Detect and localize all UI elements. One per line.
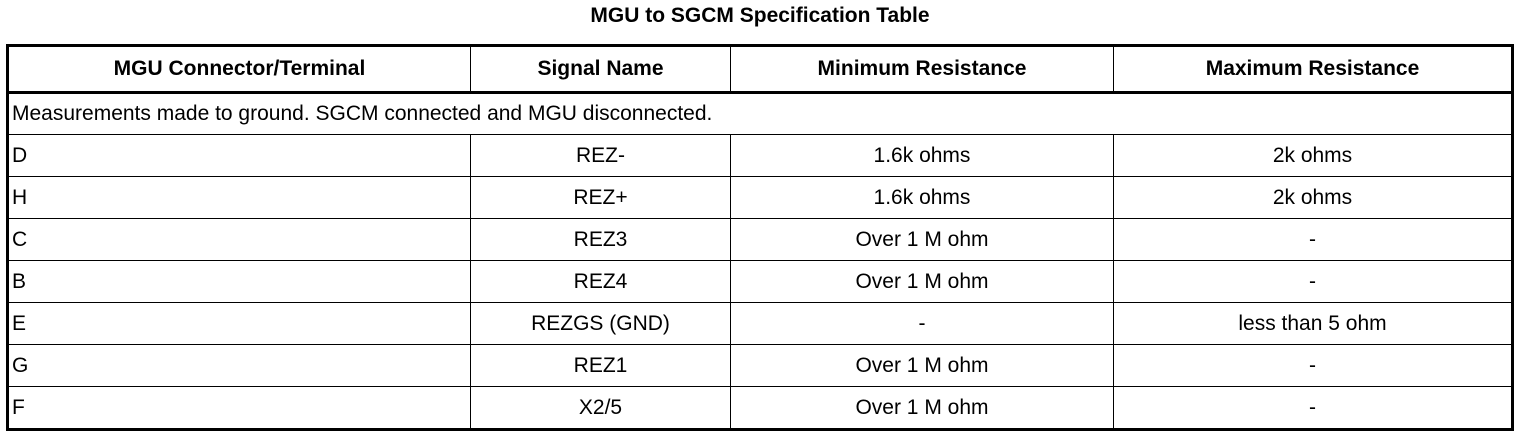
column-header-connector: MGU Connector/Terminal <box>7 45 471 94</box>
terminal-cell: E <box>7 302 471 345</box>
table-row: F X2/5 Over 1 M ohm - <box>7 386 1513 430</box>
table-row: B REZ4 Over 1 M ohm - <box>7 260 1513 303</box>
signal-name-cell: REZGS (GND) <box>470 302 731 345</box>
minimum-resistance-cell: 1.6k ohms <box>730 134 1114 177</box>
header-row: MGU Connector/Terminal Signal Name Minim… <box>7 45 1513 94</box>
table-title: MGU to SGCM Specification Table <box>590 4 930 27</box>
maximum-resistance-cell: less than 5 ohm <box>1113 302 1513 345</box>
table-row: C REZ3 Over 1 M ohm - <box>7 218 1513 261</box>
terminal-cell: G <box>7 344 471 387</box>
terminal-cell: H <box>7 176 471 219</box>
measurement-note: Measurements made to ground. SGCM connec… <box>7 92 1513 135</box>
minimum-resistance-cell: - <box>730 302 1114 345</box>
maximum-resistance-cell: 2k ohms <box>1113 176 1513 219</box>
table-row: H REZ+ 1.6k ohms 2k ohms <box>7 176 1513 219</box>
note-row: Measurements made to ground. SGCM connec… <box>7 92 1513 135</box>
minimum-resistance-cell: Over 1 M ohm <box>730 344 1114 387</box>
signal-name-cell: REZ1 <box>470 344 731 387</box>
maximum-resistance-cell: 2k ohms <box>1113 134 1513 177</box>
signal-name-cell: REZ3 <box>470 218 731 261</box>
maximum-resistance-cell: - <box>1113 218 1513 261</box>
column-header-signal-name: Signal Name <box>470 45 731 94</box>
signal-name-cell: REZ4 <box>470 260 731 303</box>
column-header-minimum-resistance: Minimum Resistance <box>730 45 1114 94</box>
maximum-resistance-cell: - <box>1113 344 1513 387</box>
table-row: G REZ1 Over 1 M ohm - <box>7 344 1513 387</box>
terminal-cell: B <box>7 260 471 303</box>
table-row: D REZ- 1.6k ohms 2k ohms <box>7 134 1513 177</box>
signal-name-cell: REZ- <box>470 134 731 177</box>
column-header-maximum-resistance: Maximum Resistance <box>1113 45 1513 94</box>
minimum-resistance-cell: Over 1 M ohm <box>730 386 1114 430</box>
signal-name-cell: X2/5 <box>470 386 731 430</box>
maximum-resistance-cell: - <box>1113 386 1513 430</box>
maximum-resistance-cell: - <box>1113 260 1513 303</box>
table-row: E REZGS (GND) - less than 5 ohm <box>7 302 1513 345</box>
minimum-resistance-cell: 1.6k ohms <box>730 176 1114 219</box>
minimum-resistance-cell: Over 1 M ohm <box>730 260 1114 303</box>
terminal-cell: F <box>7 386 471 430</box>
minimum-resistance-cell: Over 1 M ohm <box>730 218 1114 261</box>
specification-table: MGU Connector/Terminal Signal Name Minim… <box>6 44 1514 431</box>
terminal-cell: D <box>7 134 471 177</box>
terminal-cell: C <box>7 218 471 261</box>
signal-name-cell: REZ+ <box>470 176 731 219</box>
